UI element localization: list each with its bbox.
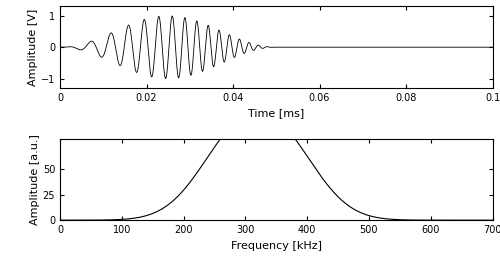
Y-axis label: Amplitude [a.u.]: Amplitude [a.u.] [30,134,40,225]
X-axis label: Frequency [kHz]: Frequency [kHz] [231,241,322,251]
X-axis label: Time [ms]: Time [ms] [248,108,304,119]
Y-axis label: Amplitude [V]: Amplitude [V] [28,8,38,86]
